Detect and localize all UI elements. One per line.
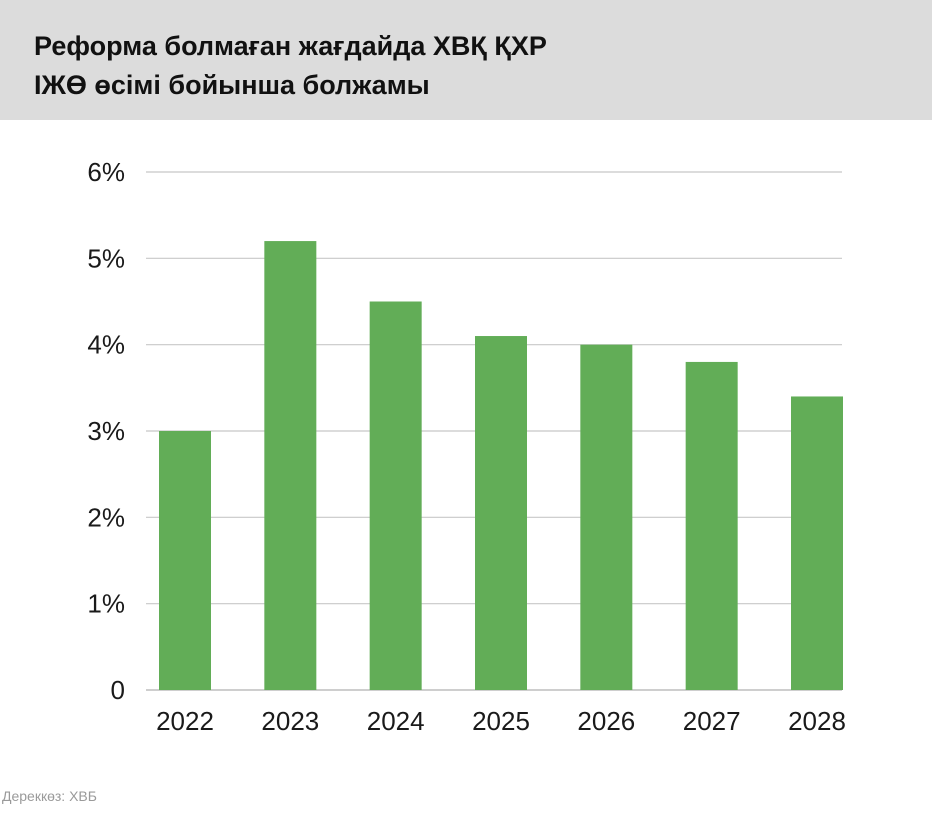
y-tick-label: 2% [87,502,125,532]
bar-2024 [369,301,422,690]
y-tick-label: 3% [87,416,125,446]
bars [159,241,843,691]
x-tick-label: 2026 [577,706,635,736]
chart-title-line-1: Реформа болмаған жағдайда ХВҚ ҚХР [34,31,547,61]
y-axis-tick-labels: 0 1% 2% 3% 4% 5% 6% [87,157,125,705]
chart-title-line-2: ІЖӨ өсімі бойынша болжамы [34,70,430,100]
bar-2026 [580,344,633,690]
bar-2022 [159,431,211,690]
source-note: Дереккөз: ХВБ [2,788,97,804]
chart-title: Реформа болмаған жағдайда ХВҚ ҚХР ІЖӨ өс… [34,27,894,105]
bar-2027 [685,361,738,690]
y-tick-label: 5% [87,243,125,273]
bar-2025 [475,336,527,690]
x-tick-label: 2022 [156,706,214,736]
bar-2028 [791,396,843,690]
y-tick-label: 1% [87,589,125,619]
x-tick-label: 2023 [261,706,319,736]
x-tick-label: 2025 [472,706,530,736]
bar-chart: 01%2%3%4%5%6% 2022 2023 2024 2025 2026 2027 20… [87,157,846,736]
y-tick-label: 0 [111,675,125,705]
bar-2023 [264,241,317,691]
y-tick-label: 6% [87,157,125,187]
x-tick-label: 2028 [788,706,846,736]
y-tick-label: 4% [87,330,125,360]
x-tick-label: 2027 [683,706,741,736]
x-axis-tick-labels: 2022 2023 2024 2025 2026 2027 2028 [156,706,846,736]
x-tick-label: 2024 [367,706,425,736]
title-band: Реформа болмаған жағдайда ХВҚ ҚХР ІЖӨ өс… [0,0,932,120]
